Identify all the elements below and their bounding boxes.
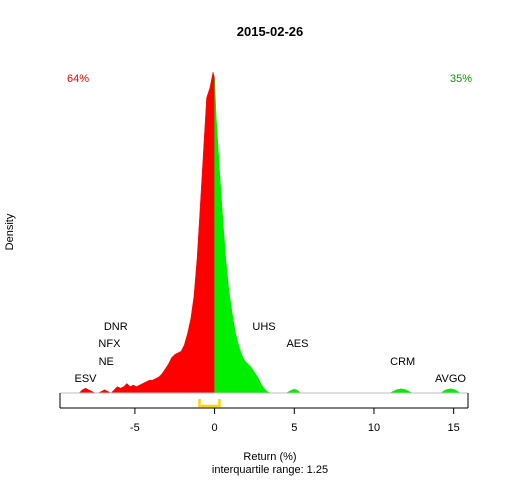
iqr-bracket [198, 399, 221, 408]
ticker-label: NFX [98, 338, 121, 350]
x-tick-label: -5 [130, 422, 140, 434]
x-axis-label: Return (%) [243, 451, 296, 463]
ticker-label: AES [286, 338, 308, 350]
density-negative-region [78, 71, 215, 394]
x-tick-label: 10 [368, 422, 380, 434]
x-tick-label: 15 [448, 422, 460, 434]
plot-frame [60, 50, 468, 408]
left-percentage: 64% [67, 73, 89, 85]
ticker-label: UHS [252, 321, 275, 333]
iqr-caption: interquartile range: 1.25 [212, 464, 328, 476]
density-positive-region [214, 78, 461, 394]
iqr-bracket-line [198, 399, 221, 408]
y-axis-label: Density [4, 213, 16, 250]
density-area [78, 71, 461, 394]
x-tick-label: 5 [291, 422, 297, 434]
right-percentage: 35% [450, 73, 472, 85]
x-tick-label: 0 [212, 422, 218, 434]
ticker-label: CRM [390, 356, 415, 368]
ticker-label: NE [99, 356, 114, 368]
ticker-label: ESV [74, 373, 97, 385]
x-axis-ticks: -5 0 5 10 15 [130, 408, 460, 434]
chart-title: 2015-02-26 [237, 24, 304, 39]
ticker-label: DNR [104, 321, 128, 333]
ticker-label: AVGO [435, 373, 466, 385]
